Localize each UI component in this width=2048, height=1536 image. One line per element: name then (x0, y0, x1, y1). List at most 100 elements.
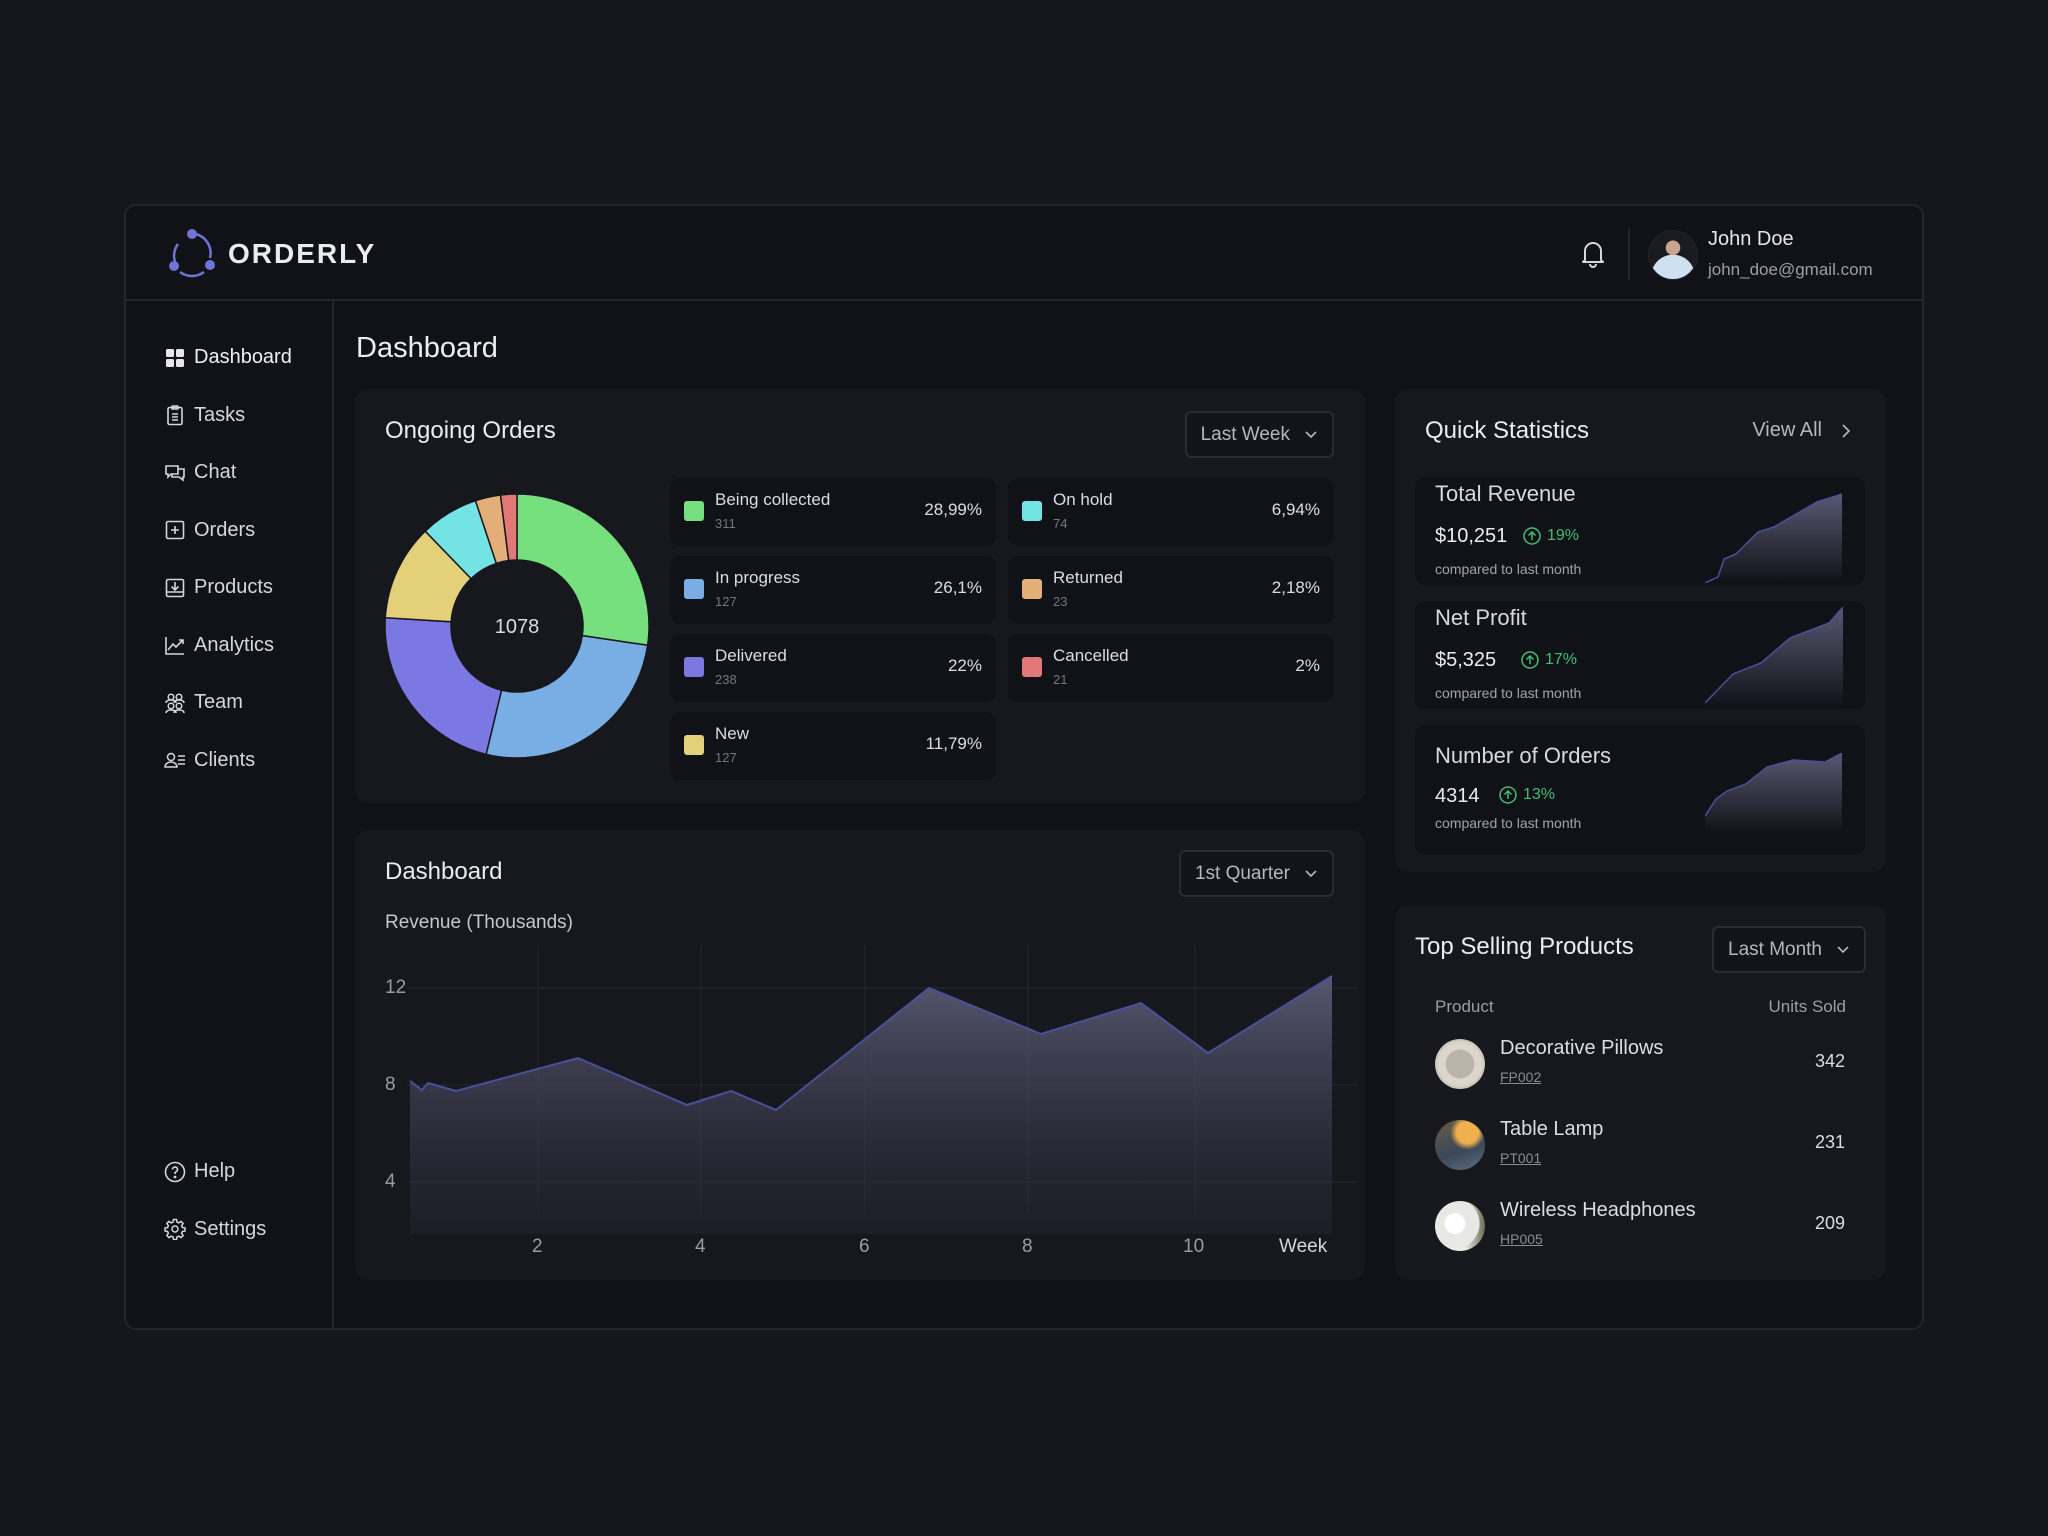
revenue-line (409, 975, 1333, 1112)
column-header-product: Product (1435, 997, 1494, 1016)
donut-slice-cancelled[interactable] (499, 493, 518, 562)
legend-item-returned[interactable]: Returned 23 2,18% (1008, 556, 1334, 624)
card-title: Quick Statistics (1425, 417, 1590, 444)
sidebar-item-tasks[interactable]: Tasks (164, 387, 292, 445)
donut-total: 1078 (495, 616, 540, 638)
sidebar-item-dashboard[interactable]: Dashboard (164, 329, 292, 387)
legend-count: 238 (715, 672, 737, 687)
legend-percent: 22% (947, 656, 982, 675)
legend-percent: 6,94% (1271, 500, 1320, 519)
legend-count: 74 (1053, 516, 1068, 531)
stat-subtext: compared to last month (1435, 815, 1582, 831)
legend-percent: 2% (1295, 656, 1320, 675)
product-name: Decorative Pillows (1500, 1037, 1664, 1059)
stat-title: Net Profit (1435, 605, 1527, 630)
stat-subtext: compared to last month (1435, 561, 1582, 577)
legend-item-delivered[interactable]: Delivered 238 22% (670, 634, 996, 702)
donut-slice-in-progress[interactable] (485, 634, 649, 759)
sidebar-item-label: Analytics (194, 633, 275, 656)
stat-value: $10,251 (1435, 525, 1508, 547)
units-sold: 209 (1814, 1213, 1845, 1233)
user-email: john_doe@gmail.com (1708, 260, 1873, 279)
units-sold: 342 (1814, 1051, 1845, 1071)
sidebar-item-help[interactable]: Help (164, 1143, 266, 1201)
avatar[interactable] (1648, 230, 1698, 280)
legend-count: 311 (715, 516, 736, 531)
sidebar-item-products[interactable]: Products (164, 559, 292, 617)
view-all-link[interactable]: View All (1752, 419, 1852, 442)
trend-chart-icon (165, 637, 184, 656)
product-thumbnail (1435, 1039, 1485, 1089)
sidebar-item-team[interactable]: Team (164, 674, 292, 732)
sidebar-item-label: Tasks (194, 403, 246, 426)
quarter-dropdown[interactable]: 1st Quarter (1178, 850, 1334, 897)
sparkline-total-revenue (1705, 493, 1843, 583)
sidebar-item-label: Clients (194, 748, 256, 771)
arrow-up-circle-icon (1521, 651, 1539, 669)
units-sold: 231 (1814, 1132, 1845, 1152)
period-dropdown[interactable]: Last Month (1712, 926, 1866, 973)
chevron-down-icon (1305, 430, 1317, 438)
sidebar-item-orders[interactable]: Orders (164, 502, 292, 560)
product-code-link[interactable]: HP005 (1500, 1231, 1543, 1247)
legend-label: Cancelled (1053, 646, 1129, 665)
gear-icon (164, 1219, 186, 1241)
card-title: Dashboard (385, 858, 503, 885)
divider (1628, 228, 1630, 280)
stat-card-total-revenue[interactable]: Total Revenue $10,251 19% compared to la… (1415, 477, 1865, 585)
sidebar-item-settings[interactable]: Settings (164, 1201, 266, 1259)
product-name: Table Lamp (1500, 1118, 1604, 1140)
revenue-card: Dashboard 1st Quarter Revenue (Thousands… (355, 830, 1365, 1280)
legend-label: New (715, 724, 750, 743)
x-tick-2: 2 (532, 1236, 543, 1257)
legend-count: 23 (1053, 594, 1068, 609)
chevron-right-icon (1842, 423, 1851, 438)
product-code-link[interactable]: FP002 (1500, 1069, 1542, 1085)
logo[interactable]: ORDERLY (164, 226, 376, 282)
card-title: Ongoing Orders (385, 417, 556, 444)
stat-subtext: compared to last month (1435, 685, 1582, 701)
column-header-units-sold: Units Sold (1768, 997, 1846, 1016)
sidebar-item-clients[interactable]: Clients (164, 732, 292, 790)
ongoing-orders-card: Ongoing Orders Last Week 1078 Being coll… (355, 389, 1365, 803)
legend-item-being-collected[interactable]: Being collected 311 28,99% (670, 478, 996, 546)
app-name: ORDERLY (228, 238, 377, 269)
x-axis-label: Week (1279, 1236, 1328, 1257)
sidebar-nav: Dashboard Tasks Chat Orders Products Ana… (164, 329, 292, 789)
y-tick-12: 12 (385, 977, 407, 998)
legend-percent: 26,1% (933, 578, 982, 597)
table-row[interactable]: Table Lamp PT001 231 (1435, 1114, 1845, 1174)
color-swatch (684, 501, 704, 521)
table-row[interactable]: Decorative Pillows FP002 342 (1435, 1033, 1845, 1093)
legend-item-on-hold[interactable]: On hold 74 6,94% (1008, 478, 1334, 546)
sidebar-item-analytics[interactable]: Analytics (164, 617, 292, 675)
app-window: ORDERLY John Doe john_doe@gmail.com Dash… (124, 204, 1924, 1330)
revenue-area (410, 976, 1332, 1234)
orderly-logo-icon (169, 229, 215, 278)
color-swatch (684, 735, 704, 755)
stat-card-net-profit[interactable]: Net Profit $5,325 17% compared to last m… (1415, 601, 1865, 709)
product-code-link[interactable]: PT001 (1500, 1150, 1542, 1166)
legend-item-cancelled[interactable]: Cancelled 21 2% (1008, 634, 1334, 702)
stat-card-number-of-orders[interactable]: Number of Orders 4314 13% compared to la… (1415, 725, 1865, 855)
period-dropdown[interactable]: Last Week (1184, 411, 1334, 458)
legend-item-new[interactable]: New 127 11,79% (670, 712, 996, 780)
sidebar-item-label: Chat (194, 461, 237, 484)
bell-icon[interactable] (1578, 236, 1608, 270)
product-name: Wireless Headphones (1500, 1199, 1696, 1221)
x-tick-6: 6 (859, 1236, 870, 1257)
team-icon (165, 693, 185, 713)
stat-delta: 19% (1523, 527, 1579, 545)
chat-icon (165, 464, 185, 482)
table-row[interactable]: Wireless Headphones HP005 209 (1435, 1195, 1845, 1255)
sidebar-item-label: Orders (194, 518, 256, 541)
color-swatch (1022, 501, 1042, 521)
donut-slice-delivered[interactable] (384, 616, 503, 756)
legend-item-in-progress[interactable]: In progress 127 26,1% (670, 556, 996, 624)
product-thumbnail (1435, 1201, 1485, 1251)
chevron-down-icon (1837, 945, 1849, 953)
clipboard-icon (167, 405, 183, 426)
donut-slice-being-collected[interactable] (516, 493, 650, 647)
sidebar-bottom: Help Settings (164, 1143, 266, 1258)
sidebar-item-chat[interactable]: Chat (164, 444, 292, 502)
